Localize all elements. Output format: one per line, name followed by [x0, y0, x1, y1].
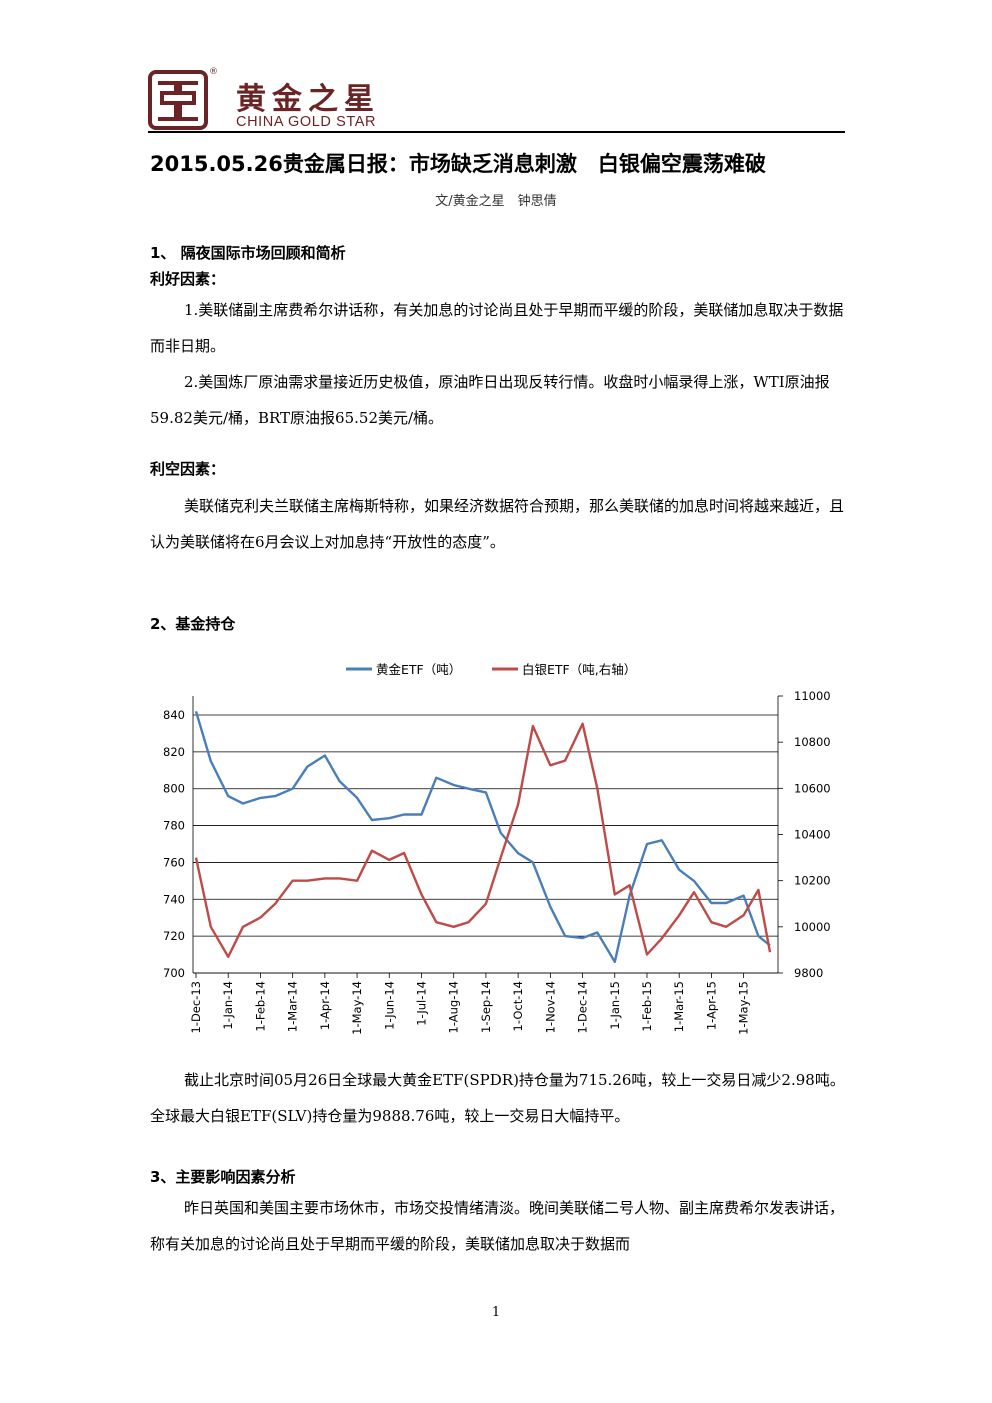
x-tick-label: 1-Apr-14	[318, 981, 332, 1030]
report-title: 2015.05.26贵金属日报：市场缺乏消息刺激 白银偏空震荡难破	[150, 152, 766, 176]
y-left-tick-label: 720	[163, 929, 185, 943]
y-right-tick-label: 10600	[794, 781, 831, 795]
section-2-heading: 2、基金持仓	[150, 615, 236, 633]
y-right-tick-label: 10400	[794, 828, 831, 842]
gold-etf-series-line	[194, 710, 771, 964]
legend-silver-label: 白银ETF（吨,右轴）	[522, 662, 636, 677]
x-tick-label: 1-Jan-15	[608, 981, 622, 1030]
y-left-tick-label: 700	[163, 966, 185, 980]
y-right-tick-label: 9800	[794, 966, 823, 980]
page-number: 1	[491, 1305, 501, 1320]
y-left-tick-label: 760	[163, 855, 185, 869]
y-right-tick-label: 11000	[794, 689, 831, 703]
x-tick-label: 1-Feb-15	[640, 981, 654, 1032]
y-right-tick-label: 10200	[794, 874, 831, 888]
positive-factor-2: 2.美国炼厂原油需求量接近历史极值，原油昨日出现反转行情。收盘时小幅录得上涨，W…	[150, 373, 830, 427]
legend-gold-label: 黄金ETF（吨）	[376, 662, 461, 677]
holdings-summary: 截止北京时间05月26日全球最大黄金ETF(SPDR)持仓量为715.26吨，较…	[150, 1071, 845, 1125]
registered-mark: ®	[209, 67, 218, 77]
byline: 文/黄金之星 钟思倩	[435, 194, 557, 209]
section-1-heading: 1、 隔夜国际市场回顾和简析	[150, 244, 346, 262]
x-tick-label: 1-Nov-14	[543, 981, 557, 1033]
header-rule	[148, 131, 845, 133]
company-logo-icon	[148, 70, 208, 130]
etf-holdings-chart: 黄金ETF（吨） 白银ETF（吨,右轴） 700 720 740 760 780 800 8…	[163, 662, 831, 1035]
x-tick-label: 1-May-14	[350, 981, 364, 1035]
x-tick-label: 1-Feb-14	[253, 981, 267, 1032]
logo-chinese-name: 黄金之星	[236, 82, 380, 117]
x-tick-label: 1-Mar-14	[286, 981, 300, 1032]
negative-factors-label: 利空因素：	[150, 460, 226, 478]
x-tick-label: 1-Oct-14	[511, 981, 525, 1031]
x-tick-label: 1-Aug-14	[447, 981, 461, 1033]
silver-etf-series-line	[194, 722, 772, 958]
positive-factors-label: 利好因素：	[150, 270, 226, 288]
y-left-tick-label: 740	[163, 892, 185, 906]
x-tick-label: 1-Jan-14	[221, 981, 235, 1030]
x-tick-label: 1-Mar-15	[672, 981, 686, 1032]
y-left-tick-label: 800	[163, 782, 185, 796]
y-right-tick-label: 10000	[794, 920, 831, 934]
x-tick-label: 1-Sep-14	[479, 981, 493, 1033]
y-left-tick-label: 840	[163, 708, 185, 722]
section-3-heading: 3、主要影响因素分析	[150, 1168, 296, 1186]
chart-legend: 黄金ETF（吨） 白银ETF（吨,右轴）	[346, 662, 636, 677]
analysis-paragraph: 昨日英国和美国主要市场休市，市场交投情绪清淡。晚间美联储二号人物、副主席费希尔发…	[150, 1199, 845, 1253]
x-tick-label: 1-Jul-14	[414, 981, 428, 1026]
logo-english-name: CHINA GOLD STAR	[236, 114, 377, 130]
x-tick-label: 1-Dec-13	[189, 981, 203, 1034]
negative-factor: 美联储克利夫兰联储主席梅斯特称，如果经济数据符合预期，那么美联储的加息时间将越来…	[150, 497, 845, 551]
x-tick-label: 1-May-15	[737, 981, 751, 1035]
x-tick-label: 1-Jun-14	[382, 981, 396, 1030]
x-tick-label: 1-Apr-15	[704, 981, 718, 1030]
positive-factor-1: 1.美联储副主席费希尔讲话称，有关加息的讨论尚且处于早期而平缓的阶段，美联储加息…	[150, 301, 844, 355]
x-tick-label: 1-Dec-14	[576, 981, 590, 1034]
y-left-tick-label: 820	[163, 745, 185, 759]
y-left-tick-label: 780	[163, 819, 185, 833]
y-right-tick-label: 10800	[794, 735, 831, 749]
